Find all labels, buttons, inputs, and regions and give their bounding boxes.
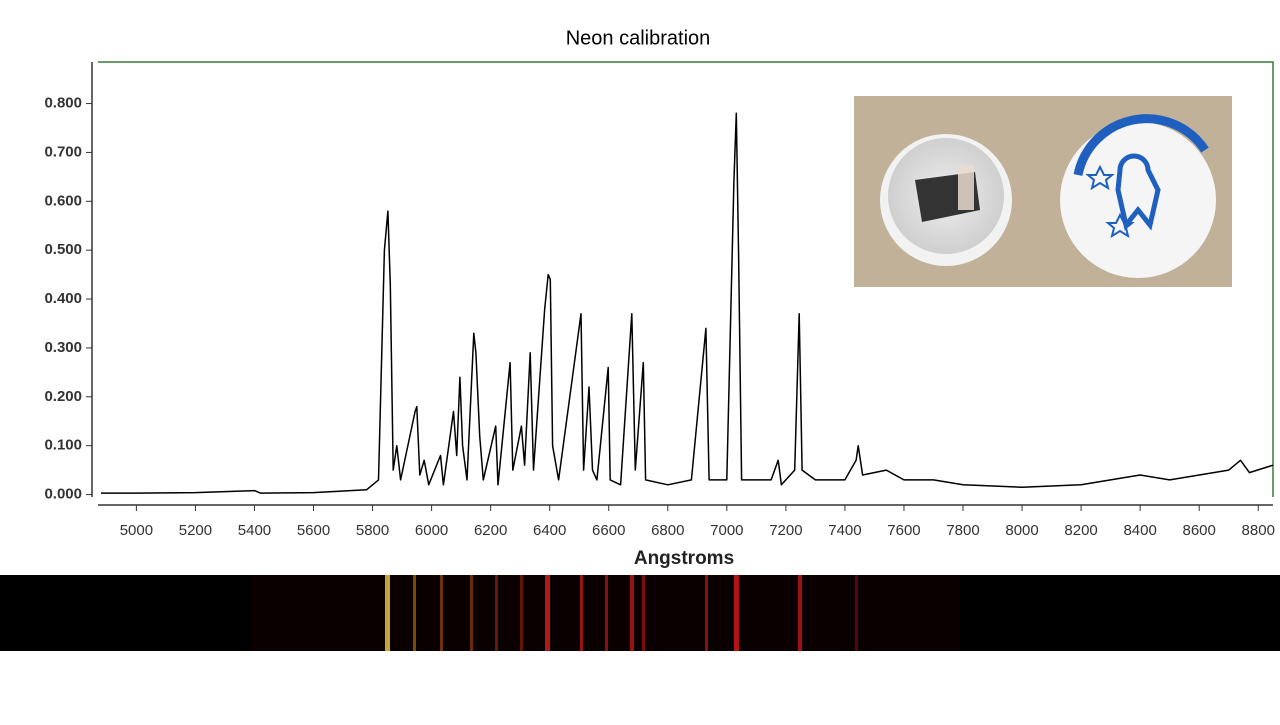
plot: 0.000 0.100 0.200 0.300 0.400 0.500 0.600 0.700…: [44, 61, 1275, 539]
x-tick-label: 5800: [356, 522, 389, 539]
x-tick-label: 8400: [1123, 522, 1156, 539]
x-tick-label: 7600: [887, 522, 920, 539]
inset-photo: [854, 96, 1232, 287]
x-tick-label: 5200: [179, 522, 212, 539]
x-tick-label: 6800: [651, 522, 684, 539]
x-tick-label: 6200: [474, 522, 507, 539]
y-tick-label: 0.100: [44, 437, 82, 454]
x-axis-label: Angstroms: [634, 548, 734, 569]
x-tick-label: 8800: [1242, 522, 1275, 539]
y-tick-label: 0.000: [44, 486, 82, 503]
x-tick-label: 8200: [1064, 522, 1097, 539]
spectrum-strip: [0, 575, 1280, 651]
x-tick-label: 6600: [592, 522, 625, 539]
plot-frame: [98, 61, 1274, 497]
y-tick-label: 0.300: [44, 339, 82, 356]
x-tick-label: 5000: [120, 522, 153, 539]
y-tick-label: 0.400: [44, 290, 82, 307]
y-tick-label: 0.200: [44, 388, 82, 405]
x-tick-label: 7800: [946, 522, 979, 539]
x-tick-label: 7200: [769, 522, 802, 539]
x-tick-label: 6000: [415, 522, 448, 539]
x-tick-label: 5600: [297, 522, 330, 539]
x-tick-label: 7400: [828, 522, 861, 539]
x-tick-label: 8600: [1183, 522, 1216, 539]
spectrum-line: [101, 112, 1274, 494]
chart-title: Neon calibration: [566, 27, 711, 49]
y-tick-label: 0.800: [44, 95, 82, 112]
x-tick-label: 8000: [1005, 522, 1038, 539]
y-tick-label: 0.600: [44, 192, 82, 209]
y-tick-label: 0.700: [44, 143, 82, 160]
x-tick-label: 6400: [533, 522, 566, 539]
y-tick-label: 0.500: [44, 241, 82, 258]
x-tick-label: 7000: [710, 522, 743, 539]
x-tick-label: 5400: [238, 522, 271, 539]
